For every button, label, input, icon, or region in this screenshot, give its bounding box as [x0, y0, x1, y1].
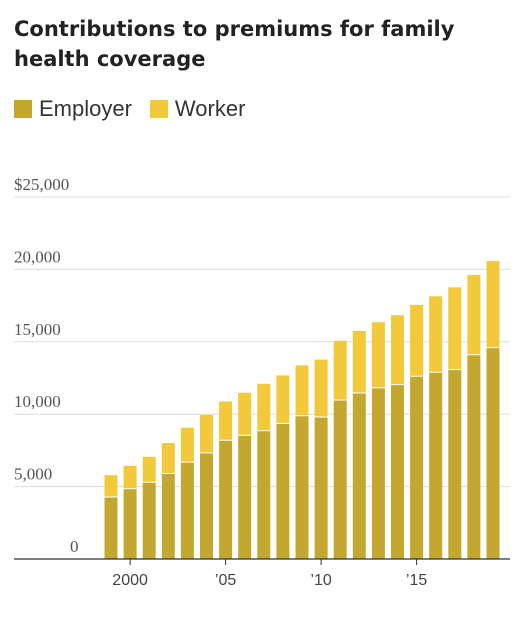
legend-item-worker: Worker: [149, 96, 246, 122]
bar-employer-2018: [467, 355, 481, 559]
x-tick-label-2: ’10: [310, 572, 331, 589]
y-tick-label-4: 20,000: [14, 247, 61, 266]
bar-worker-2000: [123, 465, 137, 489]
x-tick-label-1: ’05: [215, 572, 236, 589]
bar-worker-2019: [486, 261, 500, 348]
bar-worker-2010: [314, 359, 328, 417]
bar-worker-2006: [238, 392, 252, 435]
bar-worker-2011: [333, 340, 347, 400]
chart-title: Contributions to premiums for family hea…: [14, 17, 455, 71]
bar-employer-2011: [333, 400, 347, 559]
legend-item-employer: Employer: [14, 96, 132, 122]
bar-worker-2008: [276, 375, 290, 423]
bar-employer-2002: [161, 474, 175, 559]
bar-worker-2013: [371, 322, 385, 388]
bar-employer-2003: [180, 462, 194, 559]
bar-employer-2016: [429, 372, 443, 559]
bar-worker-2017: [448, 287, 462, 370]
bar-employer-2009: [295, 416, 309, 559]
bar-worker-2018: [467, 274, 481, 355]
legend: Employer Worker: [14, 96, 263, 122]
legend-label-employer: Employer: [39, 96, 132, 121]
bar-employer-1999: [104, 497, 118, 559]
bar-worker-2014: [391, 315, 404, 385]
bar-worker-2007: [257, 383, 271, 431]
bar-worker-1999: [104, 475, 118, 497]
y-tick-label-1: 5,000: [14, 465, 52, 484]
bar-worker-2016: [429, 296, 443, 372]
y-tick-label-5: $25,000: [14, 175, 69, 194]
legend-swatch-employer: [14, 100, 32, 118]
bar-worker-2012: [352, 331, 366, 393]
bar-worker-2009: [295, 365, 309, 416]
bar-employer-2008: [276, 423, 290, 559]
bar-employer-2010: [314, 417, 328, 559]
legend-label-worker: Worker: [174, 96, 246, 121]
bar-employer-2017: [448, 370, 462, 559]
x-tick-label-3: ’15: [406, 572, 427, 589]
y-tick-label-0: 0: [70, 537, 79, 556]
y-tick-label-3: 15,000: [14, 320, 61, 339]
bar-employer-2015: [410, 376, 424, 559]
bar-worker-2004: [200, 414, 213, 453]
bar-employer-2019: [486, 348, 500, 559]
bar-employer-2007: [257, 431, 271, 559]
bar-employer-2004: [200, 453, 213, 559]
bar-worker-2001: [142, 456, 156, 482]
bar-worker-2002: [161, 443, 175, 474]
bar-worker-2003: [180, 427, 194, 462]
bar-employer-2005: [219, 440, 233, 559]
bar-employer-2012: [352, 393, 366, 559]
bar-employer-2001: [142, 482, 156, 559]
legend-swatch-worker: [149, 100, 168, 118]
bar-worker-2005: [219, 401, 233, 440]
y-tick-label-2: 10,000: [14, 392, 61, 411]
x-tick-label-0: 2000: [112, 572, 148, 589]
bar-employer-2000: [123, 489, 137, 559]
bar-employer-2013: [371, 388, 385, 559]
bar-worker-2015: [410, 304, 424, 376]
bar-employer-2014: [391, 385, 404, 559]
bar-employer-2006: [238, 435, 252, 559]
